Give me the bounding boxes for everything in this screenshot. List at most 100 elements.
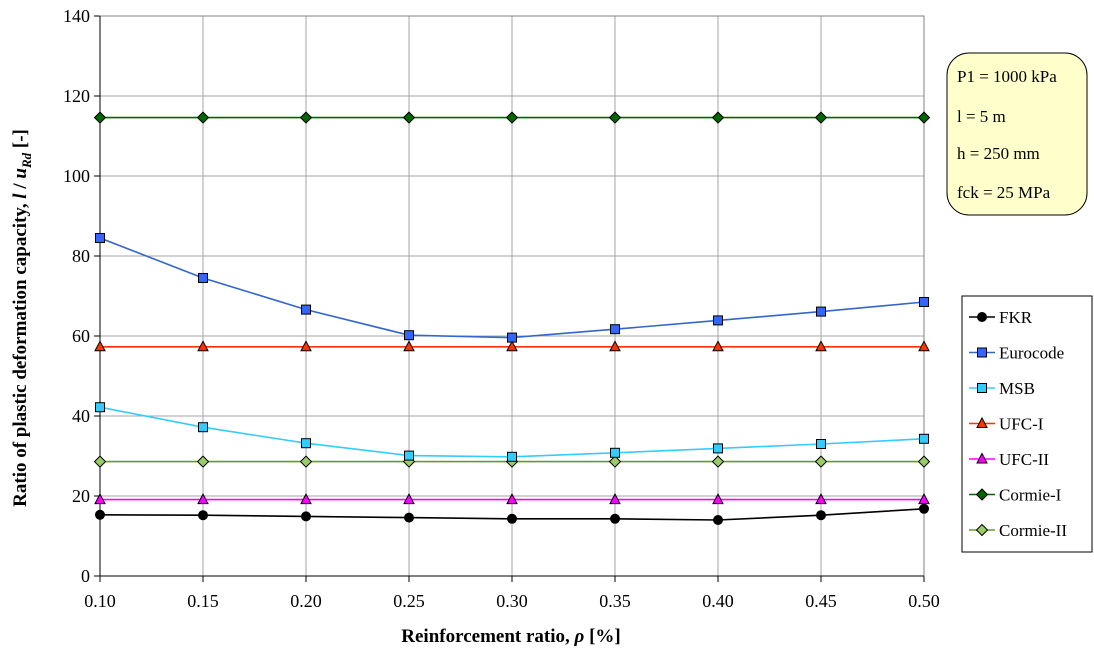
data-point-ufc-ii xyxy=(94,493,106,505)
x-tick-label: 0.50 xyxy=(908,591,940,611)
series-eurocode xyxy=(95,233,929,343)
axes xyxy=(94,15,925,582)
legend-label: Cormie-I xyxy=(999,486,1062,505)
legend-item-ufc-i: UFC-I xyxy=(969,415,1044,434)
data-point-eurocode xyxy=(404,330,414,341)
series-group xyxy=(93,111,931,525)
data-point-ufc-ii xyxy=(506,493,518,505)
data-point-cormie-ii xyxy=(917,455,931,468)
legend-label: FKR xyxy=(999,308,1033,327)
data-point-cormie-ii xyxy=(299,455,313,468)
data-point-msb xyxy=(404,450,414,461)
data-point-ufc-ii xyxy=(712,493,724,505)
legend-label: Eurocode xyxy=(999,344,1064,363)
x-tick-label: 0.35 xyxy=(599,591,631,611)
legend-item-msb: MSB xyxy=(969,379,1035,398)
data-point-cormie-i xyxy=(402,111,416,124)
data-point-ufc-i xyxy=(712,340,724,352)
legend-label: UFC-I xyxy=(999,415,1044,434)
data-point-msb xyxy=(507,451,517,462)
parameter-box: P1 = 1000 kPa l = 5 m h = 250 mm fck = 2… xyxy=(946,52,1088,216)
data-point-cormie-i xyxy=(814,111,828,124)
legend-item-cormie-i: Cormie-I xyxy=(969,486,1062,505)
data-point-cormie-ii xyxy=(711,455,725,468)
data-point-cormie-ii xyxy=(608,455,622,468)
grid xyxy=(100,15,925,576)
data-point-ufc-i xyxy=(300,340,312,352)
data-point-fkr xyxy=(919,503,929,514)
x-tick-label: 0.15 xyxy=(187,591,219,611)
series-ufc-ii xyxy=(94,493,930,505)
data-point-ufc-i xyxy=(609,340,621,352)
data-point-ufc-i xyxy=(403,340,415,352)
parameter-line: P1 = 1000 kPa xyxy=(957,67,1057,86)
data-point-ufc-i xyxy=(506,340,518,352)
legend-item-fkr: FKR xyxy=(969,308,1033,327)
data-point-fkr xyxy=(816,510,826,521)
data-point-msb xyxy=(95,402,105,413)
y-tick-labels: 0 20 40 60 80 100 120 140 xyxy=(63,6,90,586)
data-point-ufc-ii xyxy=(918,493,930,505)
parameter-line: l = 5 m xyxy=(957,107,1006,126)
parameter-line: h = 250 mm xyxy=(957,144,1040,163)
data-point-ufc-i xyxy=(815,340,827,352)
data-point-ufc-ii xyxy=(815,493,827,505)
data-point-cormie-i xyxy=(917,111,931,124)
data-point-cormie-ii xyxy=(93,455,107,468)
series-msb xyxy=(95,402,929,462)
y-tick-label: 140 xyxy=(63,6,90,26)
data-point-fkr xyxy=(713,515,723,525)
data-point-eurocode xyxy=(95,233,105,243)
legend-item-cormie-ii: Cormie-II xyxy=(969,521,1067,540)
data-point-msb xyxy=(713,443,723,454)
data-point-cormie-i xyxy=(505,111,519,124)
data-point-eurocode xyxy=(198,273,208,283)
data-point-cormie-i xyxy=(608,111,622,124)
data-point-fkr xyxy=(404,512,414,523)
legend-swatch-marker xyxy=(977,312,987,322)
legend-swatch-marker xyxy=(975,523,989,537)
legend-item-eurocode: Eurocode xyxy=(969,344,1064,363)
data-point-msb xyxy=(198,422,208,433)
data-point-msb xyxy=(610,447,620,458)
data-point-cormie-ii xyxy=(814,455,828,468)
x-tick-labels: 0.10 0.15 0.20 0.25 0.30 0.35 0.40 0.45 0.50 xyxy=(84,591,940,611)
data-point-eurocode xyxy=(507,332,517,343)
x-tick-label: 0.20 xyxy=(290,591,322,611)
y-tick-label: 100 xyxy=(63,166,90,186)
legend-label: MSB xyxy=(999,379,1035,398)
data-point-eurocode xyxy=(816,306,826,317)
x-tick-label: 0.25 xyxy=(393,591,425,611)
series-cormie-i xyxy=(93,111,931,124)
data-point-fkr xyxy=(610,513,620,524)
y-tick-label: 40 xyxy=(72,406,90,426)
legend-swatch-marker xyxy=(977,347,987,358)
data-point-msb xyxy=(919,433,929,444)
y-axis-title: Ratio of plastic deformation capacity, l… xyxy=(10,129,34,507)
data-point-fkr xyxy=(95,509,105,520)
legend-swatch-marker xyxy=(977,383,987,393)
data-point-ufc-ii xyxy=(403,493,415,505)
data-point-eurocode xyxy=(919,297,929,307)
data-point-fkr xyxy=(301,511,311,522)
parameter-line: fck = 25 MPa xyxy=(957,183,1051,202)
y-tick-label: 80 xyxy=(72,246,90,266)
data-point-ufc-ii xyxy=(609,493,621,505)
data-point-fkr xyxy=(198,510,208,521)
legend-swatch-marker xyxy=(976,452,988,464)
y-tick-label: 60 xyxy=(72,326,90,346)
y-tick-label: 120 xyxy=(63,86,90,106)
parameter-box-frame xyxy=(946,52,1088,216)
legend-swatch-marker xyxy=(975,488,989,501)
legend: FKR Eurocode MSB UFC-I UFC-II Cormie-I Cormie-… xyxy=(961,295,1093,553)
data-point-ufc-i xyxy=(94,340,106,352)
legend-label: Cormie-II xyxy=(999,521,1067,540)
series-ufc-i xyxy=(94,340,930,352)
series-fkr xyxy=(95,503,929,525)
x-tick-label: 0.45 xyxy=(805,591,837,611)
y-tick-label: 20 xyxy=(72,486,90,506)
data-point-cormie-ii xyxy=(196,455,210,468)
data-point-eurocode xyxy=(610,324,620,335)
legend-swatch-marker xyxy=(976,416,988,428)
